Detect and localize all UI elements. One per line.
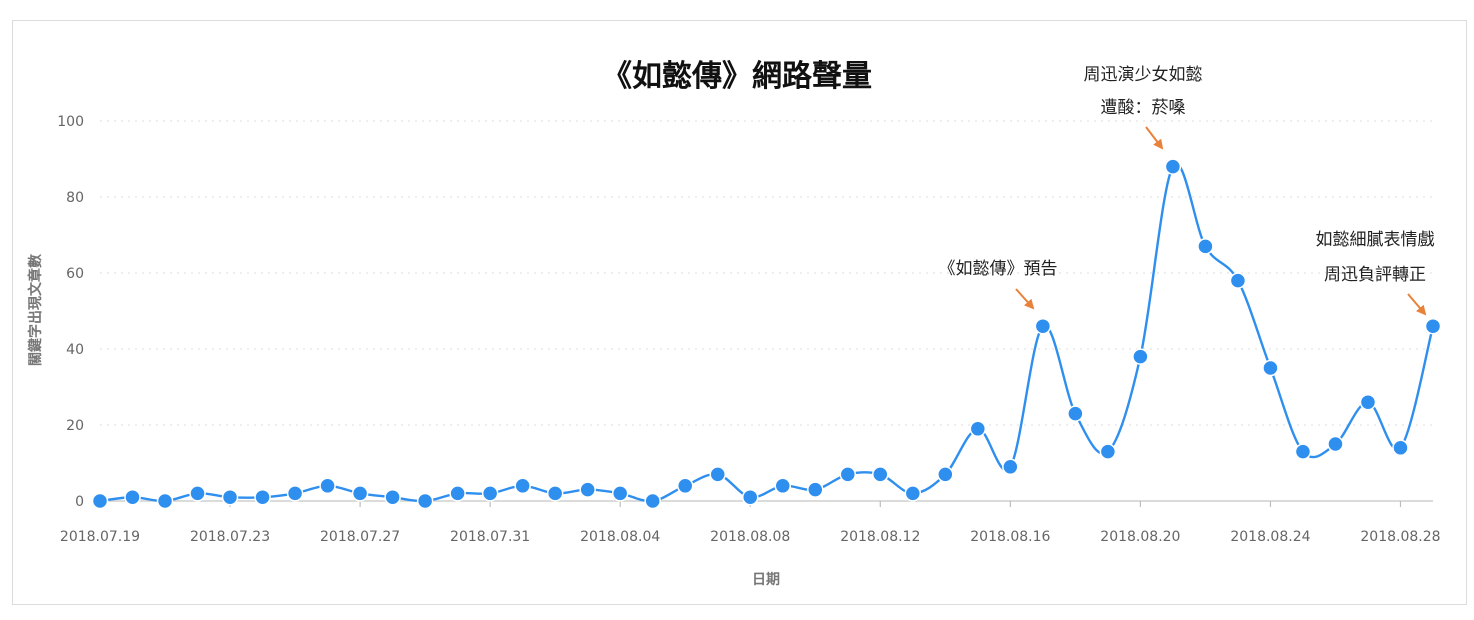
chart-title: 《如懿傳》網路聲量 xyxy=(602,59,872,94)
y-axis-ticks: 0 20 40 60 80 100 xyxy=(57,114,84,510)
annotation-text: 如懿細膩表情戲 xyxy=(1316,230,1435,250)
data-point xyxy=(579,481,596,498)
data-point xyxy=(481,485,499,502)
data-point xyxy=(514,477,531,495)
data-point xyxy=(807,481,824,498)
data-point xyxy=(1132,348,1149,365)
data-point xyxy=(741,488,759,506)
x-tick-label: 2018.08.24 xyxy=(1230,529,1310,545)
data-point xyxy=(904,485,922,502)
series-layer xyxy=(91,158,1442,510)
data-point xyxy=(676,477,694,495)
x-axis-ticks: 2018.07.19 2018.07.23 2018.07.27 2018.07.31… xyxy=(60,501,1441,545)
data-point xyxy=(1229,272,1247,289)
annotation-arrow xyxy=(1015,288,1035,310)
data-point xyxy=(611,485,629,502)
x-tick-label: 2018.07.23 xyxy=(190,529,270,545)
data-point xyxy=(546,485,564,502)
data-point xyxy=(1067,405,1084,422)
y-tick-label: 0 xyxy=(75,494,84,510)
data-point xyxy=(1034,317,1052,335)
x-tick-label: 2018.08.12 xyxy=(840,529,920,545)
data-point xyxy=(839,466,857,483)
annotation-text: 《如懿傳》預告 xyxy=(939,259,1058,279)
x-tick-label: 2018.07.19 xyxy=(60,529,140,545)
data-point xyxy=(351,485,369,502)
data-point xyxy=(416,492,434,510)
data-point xyxy=(1002,458,1019,476)
data-point xyxy=(1294,443,1312,460)
x-tick-label: 2018.08.04 xyxy=(580,529,660,545)
data-point xyxy=(1197,238,1214,255)
x-tick-label: 2018.07.31 xyxy=(450,529,530,545)
data-point xyxy=(1164,158,1182,175)
y-tick-label: 100 xyxy=(57,114,84,130)
data-point xyxy=(937,466,954,483)
y-tick-label: 60 xyxy=(66,266,84,282)
x-tick-label: 2018.07.27 xyxy=(320,529,400,545)
x-axis-title: 日期 xyxy=(752,572,780,588)
data-point xyxy=(774,477,792,495)
data-point xyxy=(286,485,304,502)
data-point xyxy=(319,477,336,495)
annotation: 《如懿傳》預告 xyxy=(939,259,1058,310)
data-point xyxy=(1099,443,1117,460)
data-point xyxy=(254,488,271,506)
data-point xyxy=(1327,435,1344,453)
data-point xyxy=(872,466,889,483)
data-point xyxy=(1424,317,1442,335)
data-point xyxy=(156,492,174,510)
data-point xyxy=(189,485,206,502)
data-point xyxy=(709,466,726,483)
data-point xyxy=(1392,439,1409,457)
x-tick-label: 2018.08.28 xyxy=(1360,529,1440,545)
annotation-arrow xyxy=(1145,126,1164,150)
series-line xyxy=(99,162,1435,503)
data-point xyxy=(384,488,401,506)
annotation-text: 周迅負評轉正 xyxy=(1324,265,1426,285)
data-point xyxy=(1359,393,1377,411)
annotation-text: 遭酸：菸嗓 xyxy=(1101,98,1186,118)
data-point xyxy=(221,488,239,506)
data-point xyxy=(644,492,661,510)
data-point xyxy=(449,485,466,502)
y-axis-title: 關鍵字出現文章數 xyxy=(27,254,44,366)
x-tick-label: 2018.08.20 xyxy=(1100,529,1180,545)
annotation-text: 周迅演少女如懿 xyxy=(1084,65,1203,85)
y-tick-label: 40 xyxy=(66,342,84,358)
data-point xyxy=(124,488,141,506)
chart-frame xyxy=(12,20,1467,605)
grid-lines xyxy=(100,120,1433,502)
y-tick-label: 20 xyxy=(66,418,84,434)
data-point xyxy=(91,492,109,510)
y-tick-label: 80 xyxy=(66,190,84,206)
x-tick-label: 2018.08.08 xyxy=(710,529,790,545)
annotation-arrow xyxy=(1407,293,1427,316)
data-point xyxy=(969,420,987,438)
x-tick-label: 2018.08.16 xyxy=(970,529,1050,545)
data-point xyxy=(1262,359,1279,377)
